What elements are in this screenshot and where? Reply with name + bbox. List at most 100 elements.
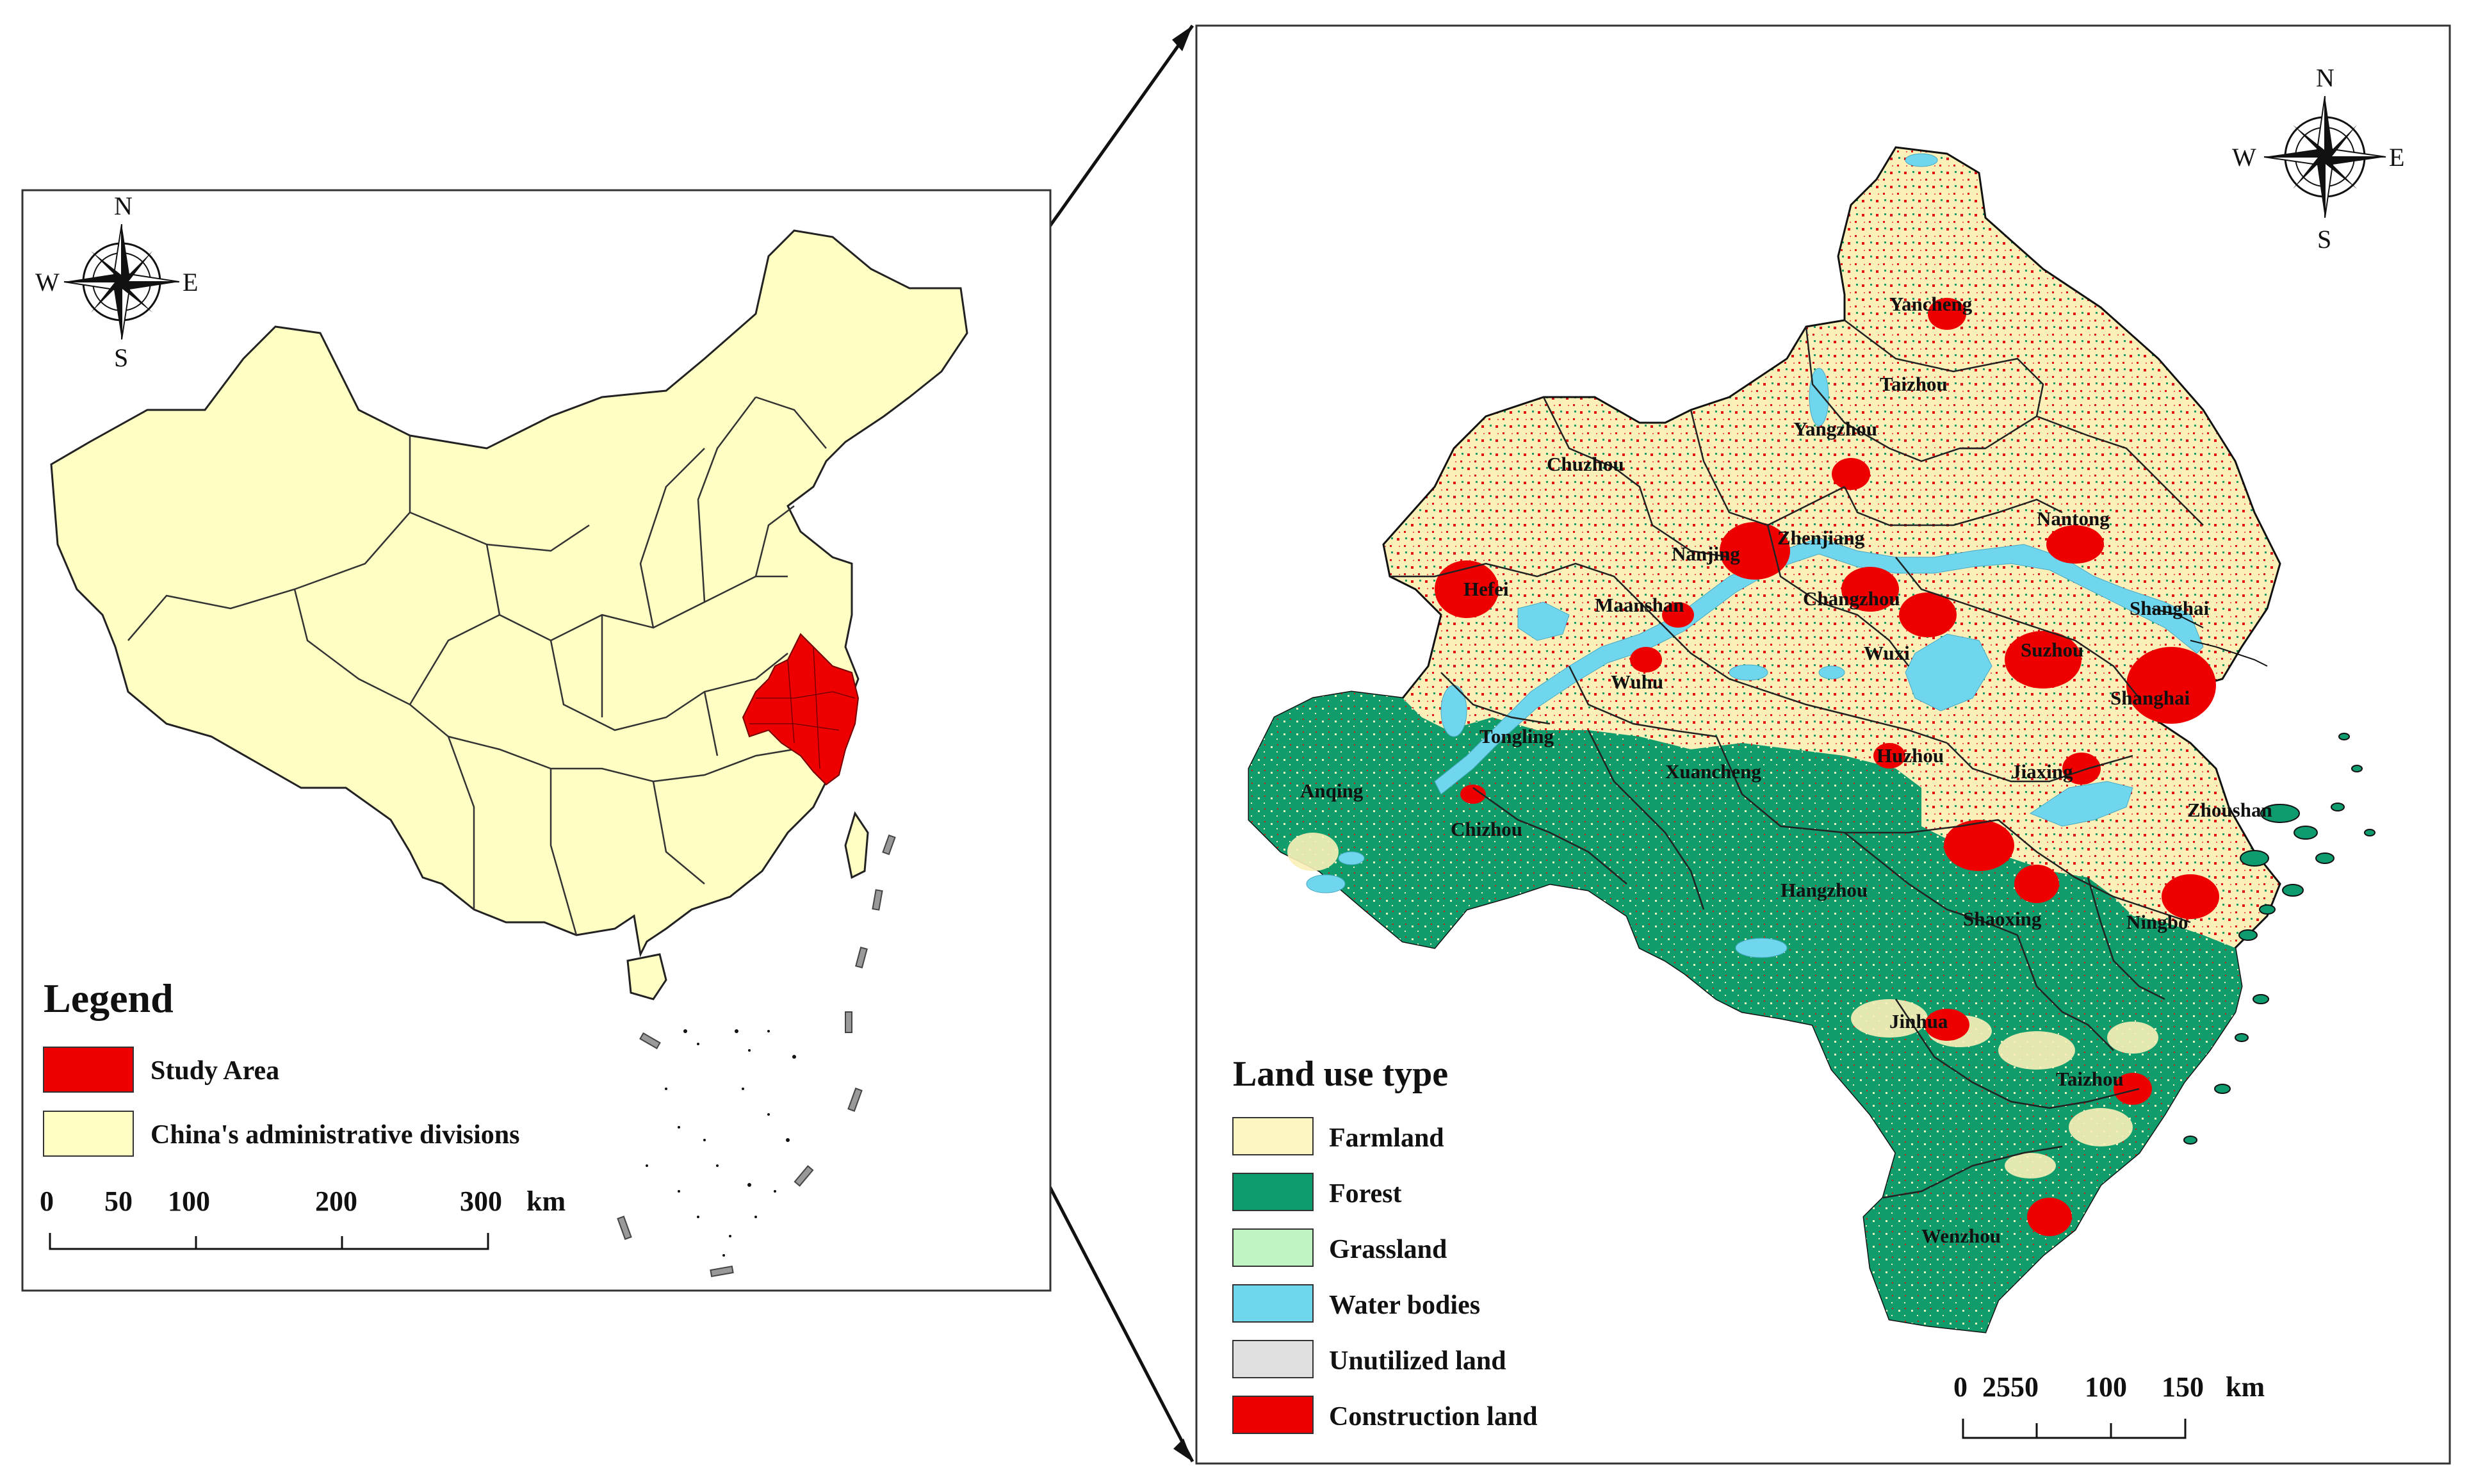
compass-rose-left: N S E W	[35, 192, 198, 372]
compass-right-s: S	[2317, 225, 2331, 254]
taiwan-island	[844, 811, 869, 879]
legend-swatch-grassland	[1232, 1228, 1314, 1267]
china-scale-bar: 0 50 100 200 300 km	[40, 1186, 566, 1250]
yangzhou-urban	[1832, 458, 1870, 490]
city-label-zhenjiang: Zhenjiang	[1777, 526, 1865, 549]
land-use-scale-tick-0: 0	[1953, 1371, 1968, 1403]
city-label-yangzhou: Yangzhou	[1793, 418, 1877, 440]
city-label-xuancheng: Xuancheng	[1665, 760, 1761, 783]
coastal-islands	[2183, 733, 2375, 1145]
land-use-scale-bar: 0 2550 100 150 km	[1953, 1371, 2265, 1439]
legend-label-study-area: Study Area	[151, 1056, 279, 1086]
shaoxing-urban	[2014, 865, 2059, 903]
china-legend-title: Legend	[44, 975, 174, 1021]
legend-swatch-admin-divisions	[43, 1111, 134, 1157]
city-label-jiaxing: Jiaxing	[2011, 760, 2073, 783]
south-china-sea-dashes	[617, 834, 896, 1278]
city-label-zhoushan: Zhoushan	[2187, 799, 2272, 821]
land-use-scale-tick-100: 100	[2085, 1371, 2127, 1403]
china-scale-tick-300: 300	[460, 1186, 502, 1217]
legend-label-forest: Forest	[1329, 1179, 1402, 1209]
qiandao-lake	[1735, 938, 1788, 958]
nantong-urban	[2046, 525, 2104, 564]
china-scale-tick-200: 200	[315, 1186, 357, 1217]
legend-swatch-forest	[1232, 1173, 1314, 1211]
legend-swatch-unutilized-land	[1232, 1340, 1314, 1378]
hangzhou-bay	[2029, 781, 2133, 827]
city-boundaries	[1390, 320, 2204, 1199]
city-label-taizhou-zj: Taizhou	[2056, 1068, 2124, 1090]
china-scale-tick-0: 0	[40, 1186, 54, 1217]
legend-label-water-bodies: Water bodies	[1329, 1291, 1480, 1320]
construction-land-clusters	[1435, 298, 2219, 1236]
city-label-wuxi: Wuxi	[1864, 642, 1910, 664]
taizhou-zj-urban	[2114, 1073, 2152, 1105]
wenzhou-urban	[2027, 1198, 2072, 1236]
huzhou-urban	[1873, 743, 1905, 769]
city-label-jinhua: Jinhua	[1889, 1010, 1948, 1032]
land-use-map-panel: N S E W Yancheng Taizhou Yangzhou Chuzho…	[1195, 24, 2451, 1465]
china-outline	[50, 229, 968, 958]
city-label-hefei: Hefei	[1463, 578, 1509, 600]
maanshan-urban	[1662, 602, 1694, 628]
chaohu-lake	[1517, 601, 1570, 641]
legend-swatch-construction-land	[1232, 1396, 1314, 1434]
legend-swatch-study-area	[43, 1047, 134, 1093]
city-label-nanjing: Nanjing	[1672, 542, 1740, 565]
wuxi-urban	[1899, 592, 1957, 637]
study-area-highlight	[742, 633, 860, 786]
city-labels: Yancheng Taizhou Yangzhou Chuzhou Nanton…	[1300, 293, 2272, 1247]
compass-left-n: N	[114, 192, 133, 220]
china-map-panel: N S E W Legend Study Area China's admini…	[21, 189, 1052, 1292]
city-label-shaoxing: Shaoxing	[1963, 908, 2042, 930]
ningbo-urban	[2162, 874, 2219, 919]
zoom-arrow-bottom	[1173, 1439, 1193, 1462]
hangzhou-urban	[1944, 820, 2014, 871]
city-label-chuzhou: Chuzhou	[1547, 453, 1624, 475]
land-use-legend-title: Land use type	[1233, 1054, 1448, 1094]
city-label-wuhu: Wuhu	[1611, 671, 1663, 693]
chizhou-urban	[1460, 785, 1486, 804]
legend-label-admin-divisions: China's administrative divisions	[151, 1120, 519, 1150]
land-use-legend: Land use type Farmland Forest Grassland …	[1232, 1054, 1538, 1434]
city-label-suzhou: Suzhou	[2021, 639, 2083, 661]
city-label-yancheng: Yancheng	[1889, 293, 1973, 315]
legend-swatch-water-bodies	[1232, 1284, 1314, 1323]
legend-label-construction-land: Construction land	[1329, 1402, 1538, 1431]
city-label-wenzhou: Wenzhou	[1921, 1225, 2001, 1247]
compass-left-w: W	[35, 268, 60, 297]
china-scale-tick-100: 100	[168, 1186, 210, 1217]
shanghai-river-mouth	[2151, 608, 2268, 667]
suzhou-urban	[2005, 631, 2082, 689]
south-china-sea-islands	[646, 1029, 796, 1257]
compass-right-w: W	[2232, 143, 2256, 172]
compass-right-n: N	[2316, 63, 2335, 92]
jinhua-urban	[1925, 1009, 1969, 1041]
changzhou-urban	[1841, 567, 1899, 612]
city-label-huzhou: Huzhou	[1877, 744, 1944, 767]
city-label-chizhou: Chizhou	[1451, 818, 1522, 840]
nanjing-urban	[1720, 522, 1790, 580]
city-label-nantong: Nantong	[2037, 507, 2110, 530]
china-scale-unit: km	[526, 1186, 566, 1217]
city-label-tongling: Tongling	[1479, 725, 1554, 747]
compass-left-s: S	[114, 343, 128, 372]
jiaxing-urban	[2062, 753, 2101, 785]
city-label-hangzhou: Hangzhou	[1780, 879, 1868, 901]
shanghai-urban	[2126, 647, 2216, 724]
china-scale-tick-50: 50	[104, 1186, 133, 1217]
compass-right-e: E	[2389, 143, 2404, 172]
city-label-anqing: Anqing	[1300, 779, 1364, 802]
legend-label-grassland: Grassland	[1329, 1235, 1447, 1264]
compass-rose-right: N S E W	[2232, 63, 2404, 254]
wuhu-urban	[1630, 647, 1662, 673]
land-use-scale-tick-2550: 2550	[1982, 1371, 2039, 1403]
city-label-shanghai-north: Shanghai	[2130, 597, 2209, 619]
compass-left-e: E	[183, 268, 198, 297]
study-area-internal-boundaries	[749, 646, 856, 769]
legend-label-unutilized-land: Unutilized land	[1329, 1346, 1506, 1376]
legend-swatch-farmland	[1232, 1117, 1314, 1155]
forest-region	[1249, 692, 2242, 1332]
city-label-ningbo: Ningbo	[2126, 911, 2188, 933]
taihu-lake	[1905, 633, 1992, 712]
